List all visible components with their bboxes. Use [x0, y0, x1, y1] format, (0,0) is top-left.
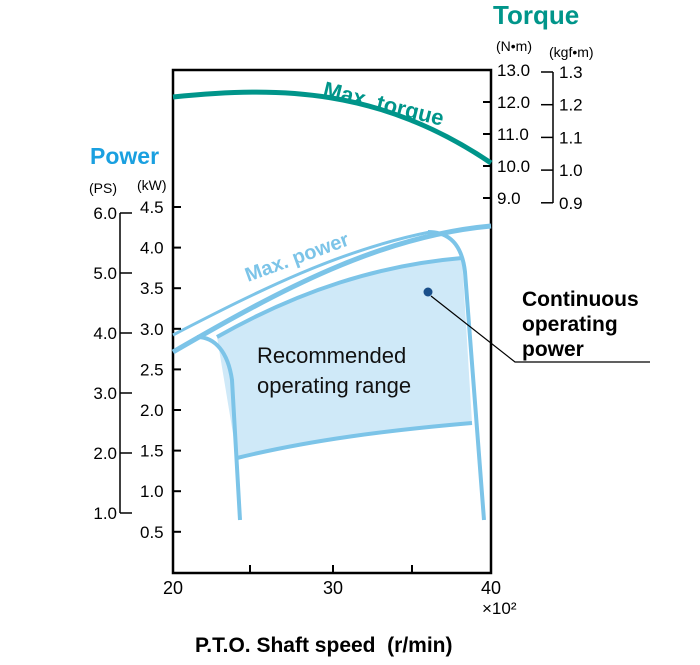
continuous-power-text-2: operating	[522, 313, 618, 336]
kw-tick-label: 1.0	[140, 482, 164, 501]
kgfm-unit-label: (kgf•m)	[549, 44, 594, 60]
ps-ticks: 6.0 5.0 4.0 3.0 2.0 1.0	[93, 204, 132, 523]
kgfm-tick-label: 1.3	[559, 63, 583, 82]
ps-tick-label: 5.0	[93, 264, 117, 283]
kw-tick-label: 3.0	[140, 320, 164, 339]
kw-tick-label: 2.0	[140, 401, 164, 420]
nm-tick-label: 11.0	[497, 125, 529, 144]
kw-tick-label: 1.5	[140, 442, 164, 461]
kgfm-tick-label: 1.1	[559, 128, 583, 147]
ps-tick-label: 3.0	[93, 384, 117, 403]
kgfm-ticks: 1.3 1.2 1.1 1.0 0.9	[541, 63, 583, 213]
kw-tick-label: 0.5	[140, 523, 164, 542]
kw-unit-label: (kW)	[137, 177, 167, 193]
ps-unit-label: (PS)	[89, 180, 117, 196]
x-multiplier: ×10²	[482, 599, 517, 618]
max-power-line	[171, 223, 492, 355]
kw-tick-label: 2.5	[140, 360, 164, 379]
ps-tick-label: 1.0	[93, 504, 117, 523]
kw-tick-label: 4.0	[140, 239, 164, 258]
ps-tick-label: 4.0	[93, 324, 117, 343]
continuous-power-text-3: power	[522, 338, 584, 361]
torque-axis-title: Torque	[493, 0, 579, 30]
continuous-power-leader	[430, 295, 650, 363]
nm-ticks: 13.0 12.0 11.0 10.0 9.0	[483, 61, 530, 208]
kw-tick-label: 3.5	[140, 279, 164, 298]
recommended-range-bottom-edge	[236, 421, 473, 460]
recommended-range-text-1: Recommended	[257, 343, 406, 368]
max-power-inner-line	[172, 230, 431, 337]
kgfm-tick-label: 0.9	[559, 194, 583, 213]
nm-unit-label: (N•m)	[496, 38, 532, 54]
nm-tick-label: 10.0	[497, 157, 530, 176]
recommended-range-top-edge	[216, 256, 463, 339]
left-axis: Power (PS) (kW) 6.05.04.03.02.01.0 4.54.…	[89, 143, 181, 542]
nm-tick-label: 13.0	[497, 61, 530, 80]
ps-tick-label: 2.0	[93, 444, 117, 463]
max-torque-label: Max. torque	[321, 77, 447, 131]
x-axis: 20 30 40 ×10² P.T.O. Shaft speed (r/min)	[163, 565, 517, 657]
continuous-power-dot	[423, 287, 433, 297]
x-tick-label: 30	[323, 578, 343, 598]
power-axis-title: Power	[90, 143, 159, 169]
recommended-range-text-2: operating range	[257, 373, 411, 398]
continuous-power-text-1: Continuous	[522, 288, 639, 311]
x-tick-label: 20	[163, 578, 183, 598]
x-tick-label: 40	[481, 578, 501, 598]
recommended-range-area	[217, 258, 472, 458]
kw-tick-label: 4.5	[140, 198, 164, 217]
nm-tick-label: 12.0	[497, 93, 530, 112]
x-axis-title: P.T.O. Shaft speed (r/min)	[195, 634, 453, 657]
kgfm-tick-label: 1.0	[559, 161, 583, 180]
ps-tick-label: 6.0	[93, 204, 117, 223]
kgfm-tick-label: 1.2	[559, 96, 583, 115]
max-torque-line	[172, 89, 493, 166]
kw-ticks: 4.5 4.0 3.5 3.0 2.5 2.0 1.5 1.0 0.5	[140, 198, 181, 542]
right-axis: Torque (N•m) (kgf•m) 13.0 12.0 11.0 10.0 9.0…	[483, 0, 594, 213]
nm-tick-label: 9.0	[497, 189, 521, 208]
